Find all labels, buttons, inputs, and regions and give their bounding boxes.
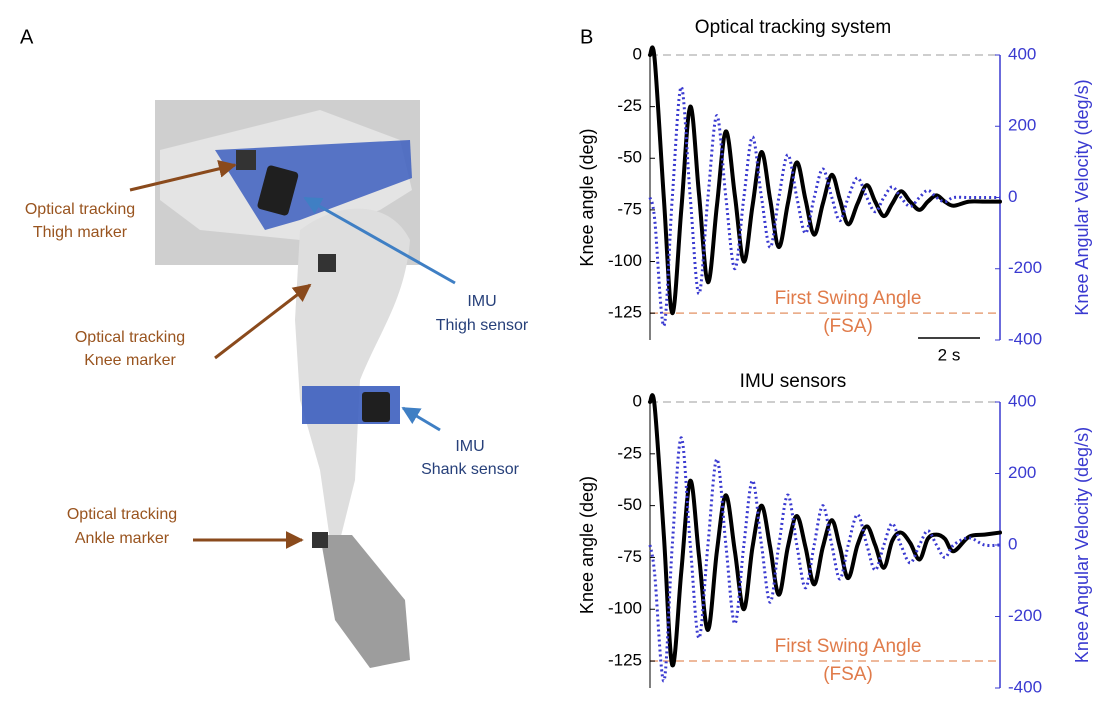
y-tick-label: -25	[617, 443, 642, 462]
y-tick-label: -125	[608, 651, 642, 670]
y-axis-label: Knee angle (deg)	[577, 128, 597, 266]
y2-tick-label: -400	[1008, 677, 1042, 696]
y-tick-label: -100	[608, 251, 642, 270]
label: Shank sensor	[421, 461, 520, 478]
y2-tick-label: 400	[1008, 391, 1036, 410]
arrow	[303, 196, 456, 285]
panel-label: B	[580, 26, 593, 48]
y-axis-label: Knee angle (deg)	[577, 476, 597, 614]
series-line	[648, 85, 1000, 328]
y-tick-label: -50	[617, 148, 642, 167]
y2-tick-label: 400	[1008, 44, 1036, 63]
y-tick-label: 0	[633, 44, 642, 63]
label: IMU	[467, 293, 496, 310]
y2-axis-label: Knee Angular Velocity (deg/s)	[1072, 427, 1092, 663]
y-tick-label: -75	[617, 547, 642, 566]
y2-axis-label: Knee Angular Velocity (deg/s)	[1072, 79, 1092, 315]
label: Optical tracking	[25, 201, 135, 218]
chart-title: IMU sensors	[740, 371, 847, 392]
annotation: First Swing Angle	[775, 288, 922, 309]
y2-tick-label: -200	[1008, 258, 1042, 277]
label: Knee marker	[84, 352, 176, 369]
y2-tick-label: 200	[1008, 116, 1036, 135]
annotation: (FSA)	[823, 316, 873, 337]
chart-title: Optical tracking system	[695, 17, 891, 38]
y2-tick-label: 0	[1008, 534, 1017, 553]
label: Optical tracking	[67, 506, 177, 523]
y2-tick-label: -200	[1008, 606, 1042, 625]
arrow	[129, 159, 237, 192]
y-tick-label: -25	[617, 96, 642, 115]
annotation: (FSA)	[823, 664, 873, 685]
arrow	[401, 406, 441, 432]
y-tick-label: -125	[608, 303, 642, 322]
scale-bar-label: 2 s	[938, 345, 961, 364]
label: Thigh marker	[33, 224, 128, 241]
label: IMU	[455, 438, 484, 455]
panel-label: A	[20, 26, 34, 48]
y-tick-label: -100	[608, 599, 642, 618]
y2-tick-label: -400	[1008, 329, 1042, 348]
label: Thigh sensor	[436, 317, 529, 334]
y-tick-label: -50	[617, 495, 642, 514]
y2-tick-label: 200	[1008, 463, 1036, 482]
label: Ankle marker	[75, 530, 170, 547]
series-line	[648, 45, 1002, 316]
leg-photo	[155, 100, 420, 668]
arrow	[214, 283, 312, 360]
y-tick-label: 0	[633, 391, 642, 410]
y2-tick-label: 0	[1008, 187, 1017, 206]
y-tick-label: -75	[617, 199, 642, 218]
label: Optical tracking	[75, 329, 185, 346]
annotation: First Swing Angle	[775, 636, 922, 657]
series-line	[648, 393, 1002, 668]
